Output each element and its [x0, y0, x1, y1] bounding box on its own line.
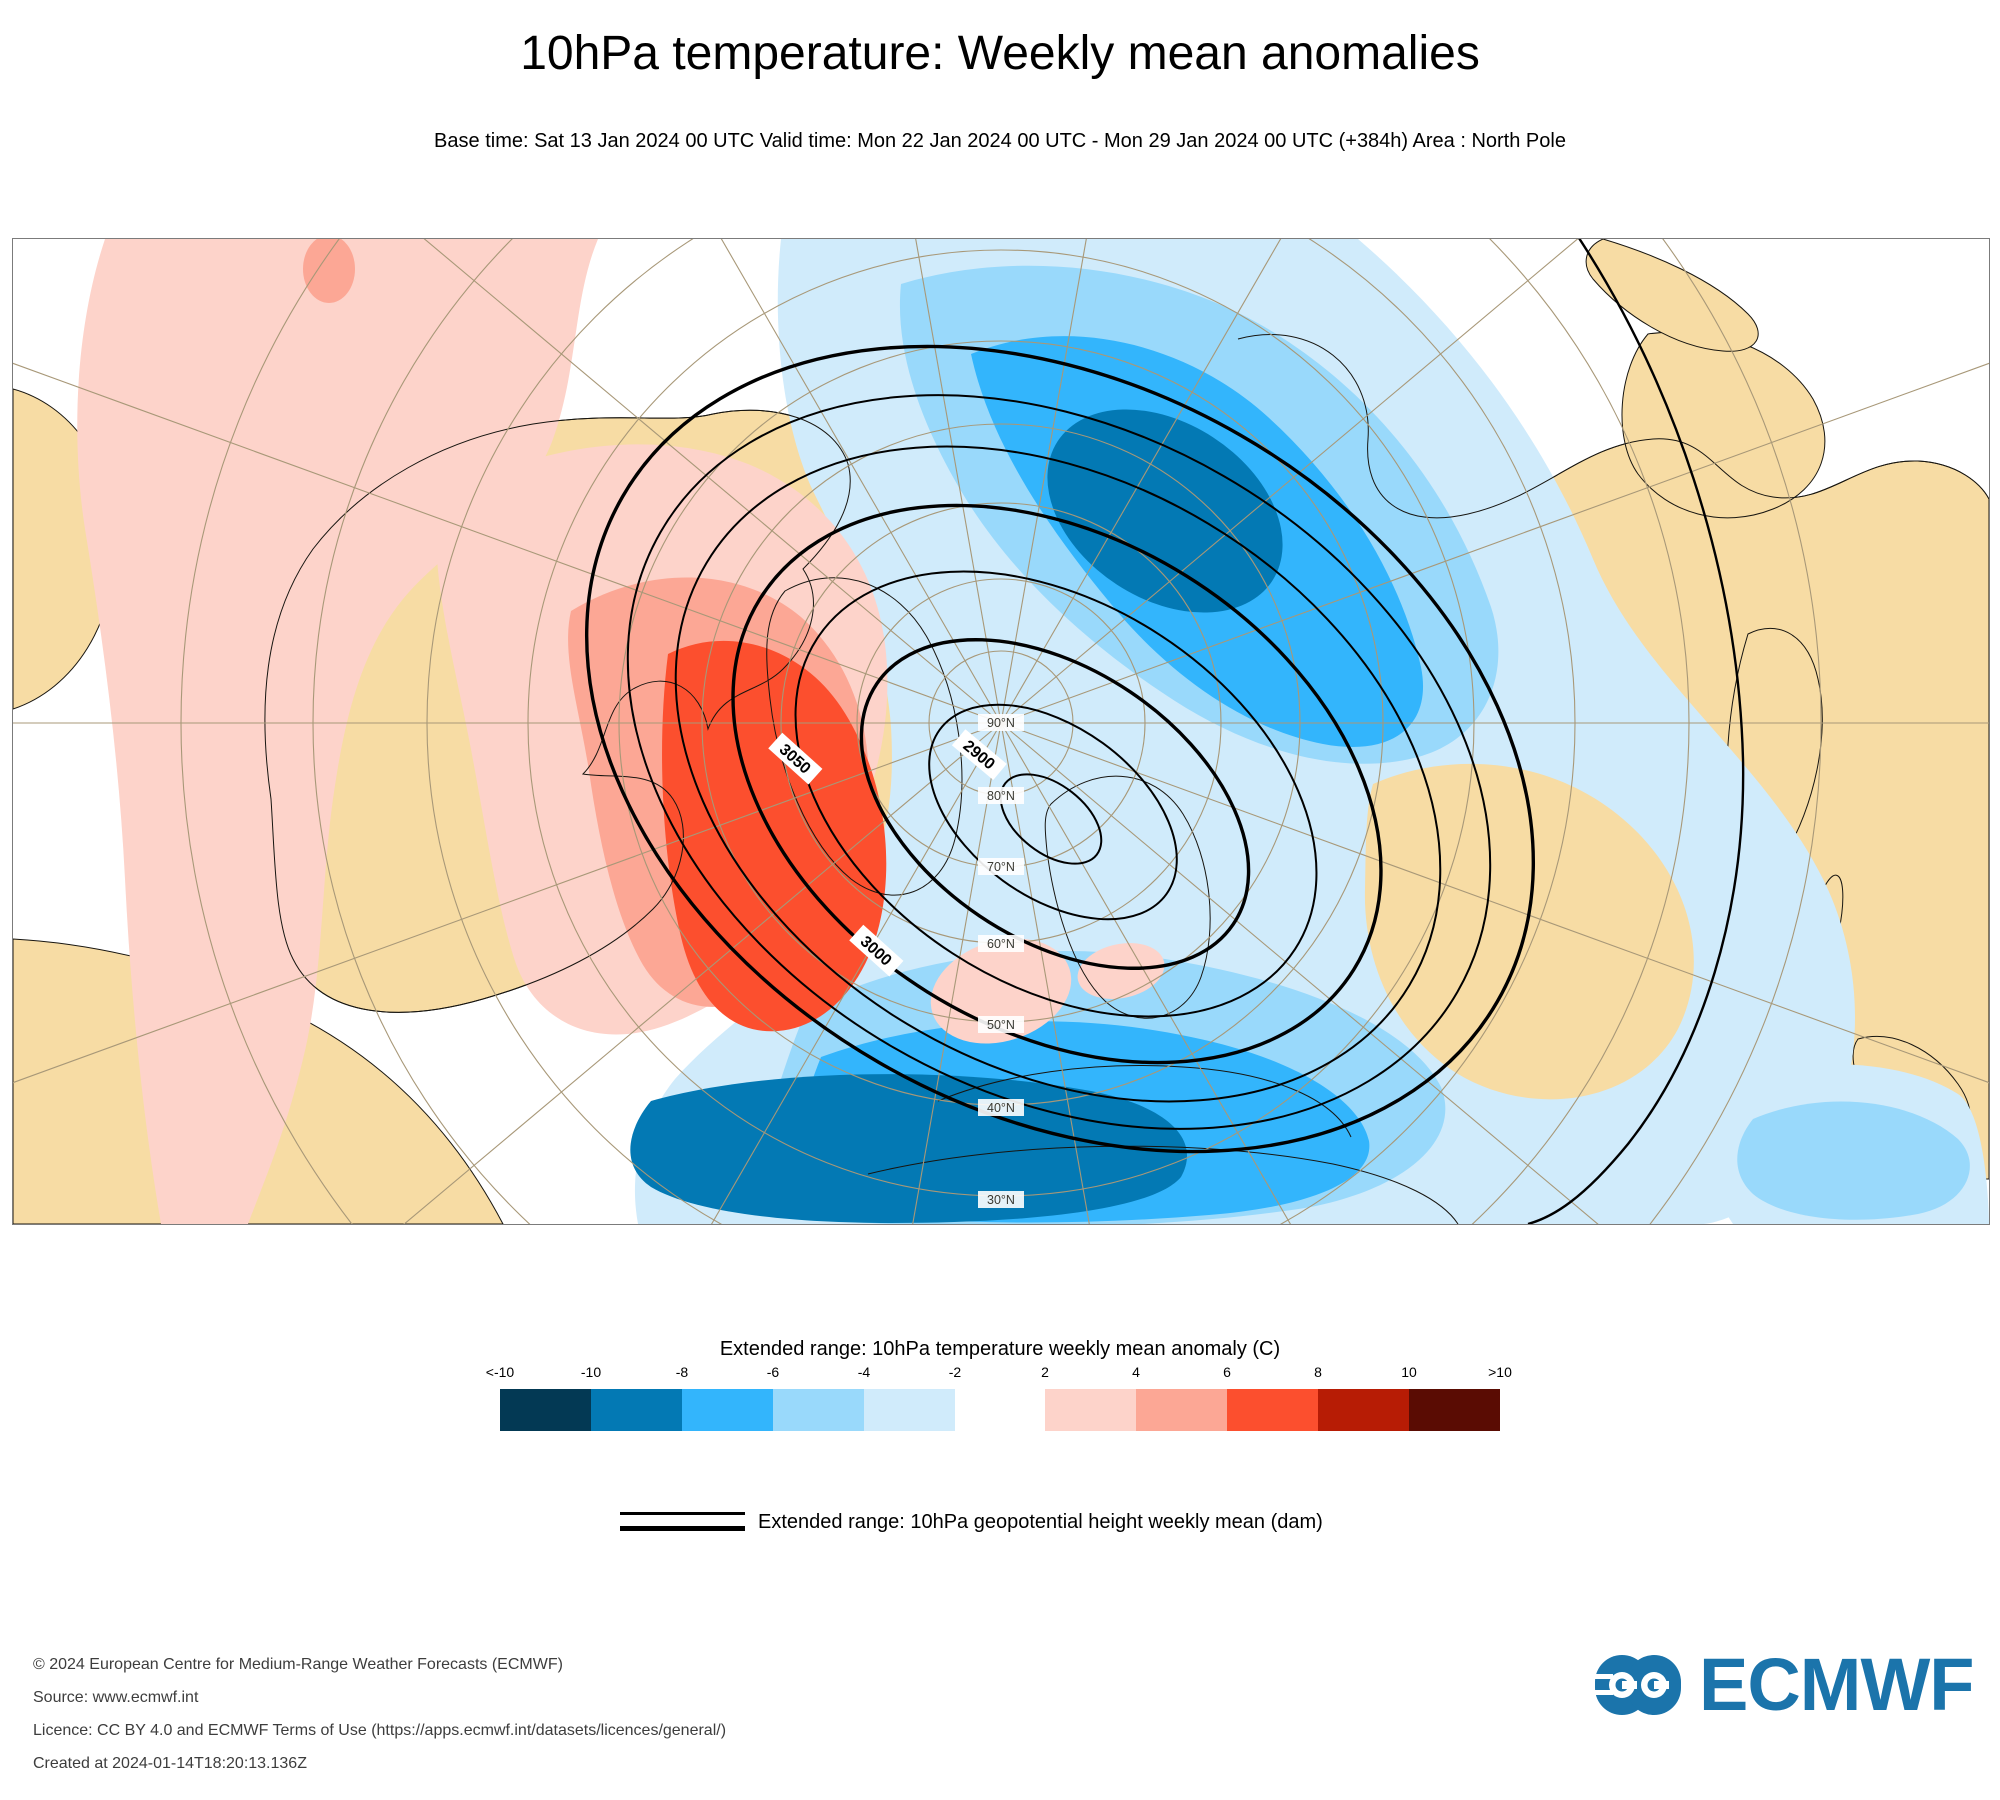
contour-label-box [951, 729, 1007, 781]
height-contour-east [1527, 239, 1745, 1224]
contour-label-layer: 2900 3000 3050 [768, 729, 1007, 977]
footer-copyright: © 2024 European Centre for Medium-Range … [33, 1656, 563, 1673]
ecmwf-logo: ECMWF [1593, 1643, 1974, 1726]
colorbar-tick: <-10 [485, 1364, 515, 1380]
latitude-label-30n: 30°N [978, 1191, 1024, 1208]
height-contour [584, 344, 1536, 1154]
latitude-label-box [978, 935, 1024, 952]
graticule-layer [13, 239, 1989, 1224]
colorbar-tick: 6 [1223, 1364, 1231, 1380]
anomaly-salmon-top [303, 239, 355, 303]
contour-legend-label: Extended range: 10hPa geopotential heigh… [758, 1511, 1323, 1533]
colorbar-tick: -4 [857, 1364, 871, 1380]
height-contour [626, 394, 1492, 1130]
contour-legend-thin-line [620, 1512, 745, 1515]
contour-label-box [849, 924, 904, 977]
latitude-label-text: 30°N [987, 1193, 1015, 1207]
contour-legend-thick-line [620, 1526, 745, 1531]
footer-source: Source: www.ecmwf.int [33, 1689, 199, 1706]
latitude-label-70n: 70°N [978, 858, 1024, 875]
footer: © 2024 European Centre for Medium-Range … [33, 1648, 726, 1780]
colorbar-cell [1409, 1389, 1500, 1431]
latitude-label-layer: 90°N 80°N 70°N 60°N 50°N 40°N 30°N [978, 714, 1024, 1208]
latitude-label-box [978, 858, 1024, 875]
latitude-label-text: 80°N [987, 789, 1015, 803]
latitude-label-60n: 60°N [978, 935, 1024, 952]
colorbar-positive [1045, 1389, 1500, 1431]
colorbar-tick: -10 [580, 1364, 602, 1380]
colorbar-tick: -6 [766, 1364, 780, 1380]
colorbar-negative [500, 1389, 955, 1431]
colorbar-cell [500, 1389, 591, 1431]
footer-licence: Licence: CC BY 4.0 and ECMWF Terms of Us… [33, 1722, 727, 1739]
latitude-label-text: 60°N [987, 937, 1015, 951]
anomaly-blue-4-east-asia [1737, 1101, 1970, 1220]
land-alaska [1621, 331, 1826, 519]
latitude-label-text: 50°N [987, 1018, 1015, 1032]
height-contour [794, 570, 1318, 1018]
colorbar-cell [682, 1389, 773, 1431]
height-contour [999, 773, 1103, 865]
contour-label-box [768, 732, 823, 785]
colorbar-cell [864, 1389, 955, 1431]
colorbar-cell [1136, 1389, 1227, 1431]
colorbar-cell [1227, 1389, 1318, 1431]
colorbar-cell [591, 1389, 682, 1431]
colorbar-cell [773, 1389, 864, 1431]
ecmwf-emblem [1593, 1655, 1681, 1715]
latitude-label-box [978, 1191, 1024, 1208]
colorbar-tick: 2 [1041, 1364, 1049, 1380]
latitude-label-90n: 90°N [978, 714, 1024, 731]
height-contour-2900 [859, 638, 1251, 970]
anomaly-pink-channel [930, 938, 1072, 1044]
coastline-north-africa [867, 1145, 1459, 1224]
footer-created: Created at 2024-01-14T18:20:13.136Z [33, 1755, 307, 1772]
latitude-label-box [978, 1099, 1024, 1116]
anomaly-pink-baltic [1077, 943, 1165, 999]
latitude-label-text: 70°N [987, 860, 1015, 874]
height-contour-3050 [674, 445, 1442, 1103]
latitude-label-box [978, 787, 1024, 804]
colorbar-tick: >10 [1488, 1364, 1512, 1380]
coastline-scandinavia [1044, 775, 1211, 1019]
page-title: 10hPa temperature: Weekly mean anomalies [520, 27, 1480, 80]
colorbar-cell [1045, 1389, 1136, 1431]
polar-map: 2900 3000 3050 90°N 80°N 70°N 60°N 50°N … [13, 239, 1989, 1224]
latitude-label-50n: 50°N [978, 1016, 1024, 1033]
height-contour [928, 703, 1178, 921]
latitude-label-text: 90°N [987, 716, 1015, 730]
colorbar-cell [1318, 1389, 1409, 1431]
coastline-north-america [264, 409, 851, 1013]
colorbar-tick: 10 [1401, 1364, 1417, 1380]
colorbar-tick: 4 [1132, 1364, 1140, 1380]
latitude-label-text: 40°N [987, 1101, 1015, 1115]
land-chukotka [1585, 239, 1759, 352]
latitude-label-box [978, 1016, 1024, 1033]
ecmwf-logo-text: ECMWF [1699, 1643, 1974, 1726]
coastline-greenland [766, 577, 963, 896]
coastline-europe [937, 1065, 1352, 1138]
colorbar-tick: -2 [948, 1364, 962, 1380]
colorbar-tick: -8 [675, 1364, 689, 1380]
map-panel: 2900 3000 3050 90°N 80°N 70°N 60°N 50°N … [12, 238, 1990, 1225]
height-contour-layer [584, 239, 1745, 1224]
latitude-label-box [978, 714, 1024, 731]
page-subtitle: Base time: Sat 13 Jan 2024 00 UTC Valid … [434, 130, 1566, 152]
latitude-label-80n: 80°N [978, 787, 1024, 804]
warm-anomaly-layer [77, 239, 1165, 1224]
colorbar-title: Extended range: 10hPa temperature weekly… [719, 1338, 1281, 1360]
ecmwf-logo-icon [1593, 1655, 1681, 1715]
colorbar-tick: 8 [1314, 1364, 1322, 1380]
anomaly-blue-8-kara [1047, 409, 1283, 613]
height-contour-3000 [731, 503, 1383, 1065]
latitude-label-40n: 40°N [978, 1099, 1024, 1116]
